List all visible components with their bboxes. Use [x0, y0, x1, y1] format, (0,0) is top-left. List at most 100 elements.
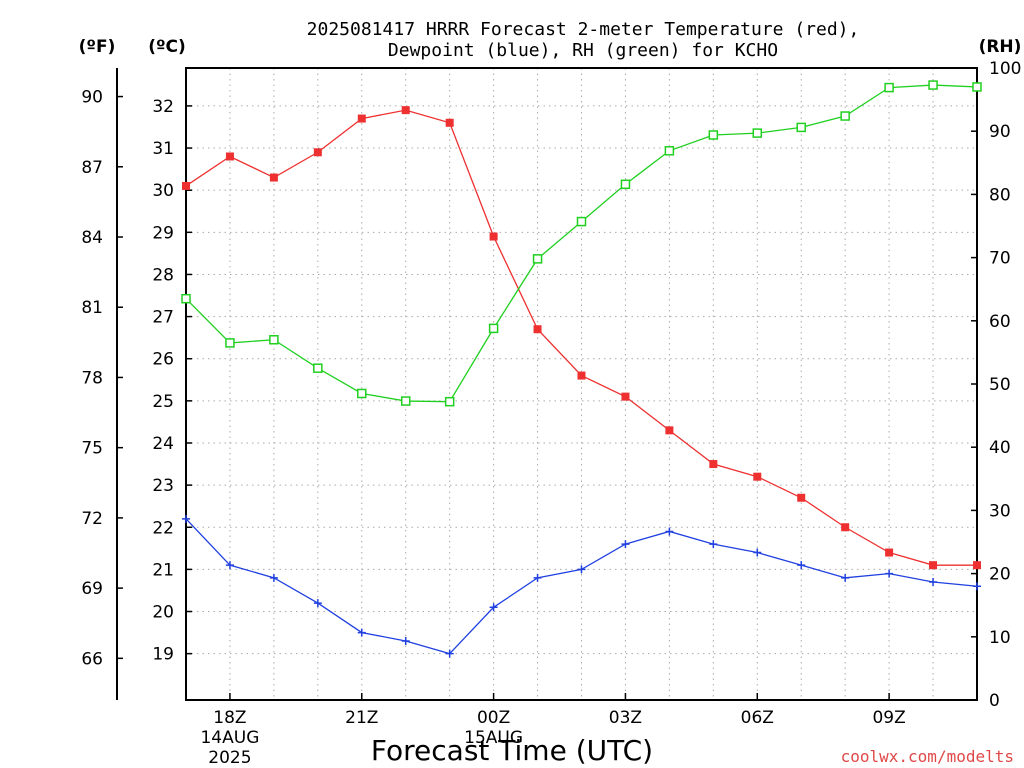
temperature-point [533, 325, 542, 334]
dewpoint-point [973, 582, 981, 591]
rh-point [796, 122, 806, 133]
fahrenheit-tick-label: 90 [81, 88, 103, 108]
fahrenheit-tick-label: 84 [81, 228, 103, 248]
fahrenheit-tick-label: 66 [81, 649, 103, 669]
rh-point [400, 396, 411, 406]
x-tick-label: 06Z [741, 708, 774, 728]
rh-point [576, 216, 587, 227]
temperature-point [182, 181, 190, 190]
rh-tick-label: 20 [989, 565, 1011, 585]
celsius-tick-label: 31 [152, 139, 174, 159]
celsius-tick-label: 23 [152, 476, 174, 496]
temperature-point [269, 173, 278, 182]
celsius-tick-label: 19 [152, 645, 174, 665]
dewpoint-point [182, 514, 190, 523]
dewpoint-point [885, 569, 894, 578]
temperature-point [401, 106, 410, 115]
fahrenheit-tick-label: 75 [81, 439, 103, 459]
x-axis-label: Forecast Time (UTC) [371, 734, 653, 767]
rh-point [972, 82, 982, 92]
rh-tick-label: 70 [989, 249, 1011, 269]
dewpoint-point [313, 599, 322, 608]
temperature-point [929, 561, 938, 570]
fahrenheit-tick-label: 81 [81, 298, 103, 318]
rh-point [357, 388, 367, 399]
celsius-tick-label: 21 [152, 560, 174, 580]
rh-unit-label: (RH) [979, 37, 1022, 57]
rh-point [708, 130, 719, 140]
fahrenheit-tick-label: 72 [81, 509, 103, 529]
celsius-tick-label: 32 [152, 97, 174, 117]
fahrenheit-unit-label: (ºF) [79, 37, 116, 57]
celsius-tick-label: 24 [152, 434, 174, 454]
temperature-point [753, 472, 762, 481]
x-tick-label: 03Z [609, 708, 642, 728]
grid-lines [186, 68, 977, 700]
dewpoint-point [401, 637, 410, 646]
temperature-point [973, 561, 981, 570]
rh-point [181, 293, 191, 304]
temperature-point [885, 548, 894, 557]
temperature-point [621, 392, 630, 401]
rh-point [225, 338, 235, 348]
celsius-tick-label: 29 [152, 223, 174, 243]
rh-point [532, 254, 543, 264]
rh-tick-label: 40 [989, 438, 1011, 458]
temperature-point [709, 460, 718, 469]
credit-label: coolwx.com/modelts [841, 747, 1014, 766]
rh-point [269, 335, 279, 345]
celsius-tick-label: 22 [152, 518, 174, 538]
rh-tick-label: 100 [989, 59, 1021, 79]
rh-point [313, 363, 323, 373]
axes: 66 69 72 75 78 81 84 87 90 19 20 21 22 23 24 25 26 27 28 29… [81, 59, 1021, 711]
temperature-point [665, 426, 674, 435]
dewpoint-point [709, 540, 718, 549]
dewpoint-point [841, 573, 850, 582]
temperature-point [357, 114, 366, 123]
rh-tick-label: 0 [989, 691, 1000, 711]
x-tick-label: 14AUG [200, 728, 259, 748]
fahrenheit-tick-label: 78 [81, 368, 103, 388]
rh-point [444, 396, 455, 407]
x-tick-label: 09Z [872, 708, 905, 728]
dewpoint-point [533, 573, 542, 582]
rh-point [752, 128, 763, 138]
fahrenheit-tick-label: 87 [81, 158, 103, 178]
rh-tick-label: 80 [989, 185, 1011, 205]
celsius-tick-label: 27 [152, 308, 174, 328]
temperature-point [489, 232, 498, 241]
dewpoint-point [753, 548, 762, 557]
temperature-point [313, 148, 322, 157]
rh-point [664, 146, 675, 156]
rh-tick-label: 10 [989, 628, 1011, 648]
dewpoint-point [929, 578, 938, 587]
x-tick-label: 2025 [208, 748, 251, 768]
x-tick-label: 21Z [345, 708, 378, 728]
chart-title: 2025081417 HRRR Forecast 2-meter Tempera… [307, 19, 860, 40]
rh-point [488, 323, 499, 334]
temperature-point [577, 371, 586, 380]
data-series [181, 80, 982, 658]
dewpoint-point [797, 561, 806, 570]
celsius-tick-label: 30 [152, 181, 174, 201]
rh-point [840, 111, 850, 121]
rh-point [620, 179, 631, 190]
rh-tick-label: 90 [989, 122, 1011, 142]
celsius-tick-label: 20 [152, 603, 174, 623]
fahrenheit-tick-label: 69 [81, 579, 103, 599]
chart-subtitle: Dewpoint (blue), RH (green) for KCHO [388, 40, 778, 61]
x-tick-label: 18Z [213, 708, 246, 728]
dewpoint-point [269, 573, 278, 582]
temperature-point [841, 523, 850, 532]
celsius-unit-label: (ºC) [148, 37, 186, 57]
rh-tick-label: 30 [989, 501, 1011, 521]
rh-tick-label: 60 [989, 312, 1011, 332]
dewpoint-point [357, 628, 366, 637]
temperature-point [225, 152, 234, 161]
dewpoint-point [445, 649, 454, 658]
rh-point [928, 80, 938, 90]
dewpoint-point [489, 603, 498, 612]
dewpoint-point [225, 561, 234, 570]
